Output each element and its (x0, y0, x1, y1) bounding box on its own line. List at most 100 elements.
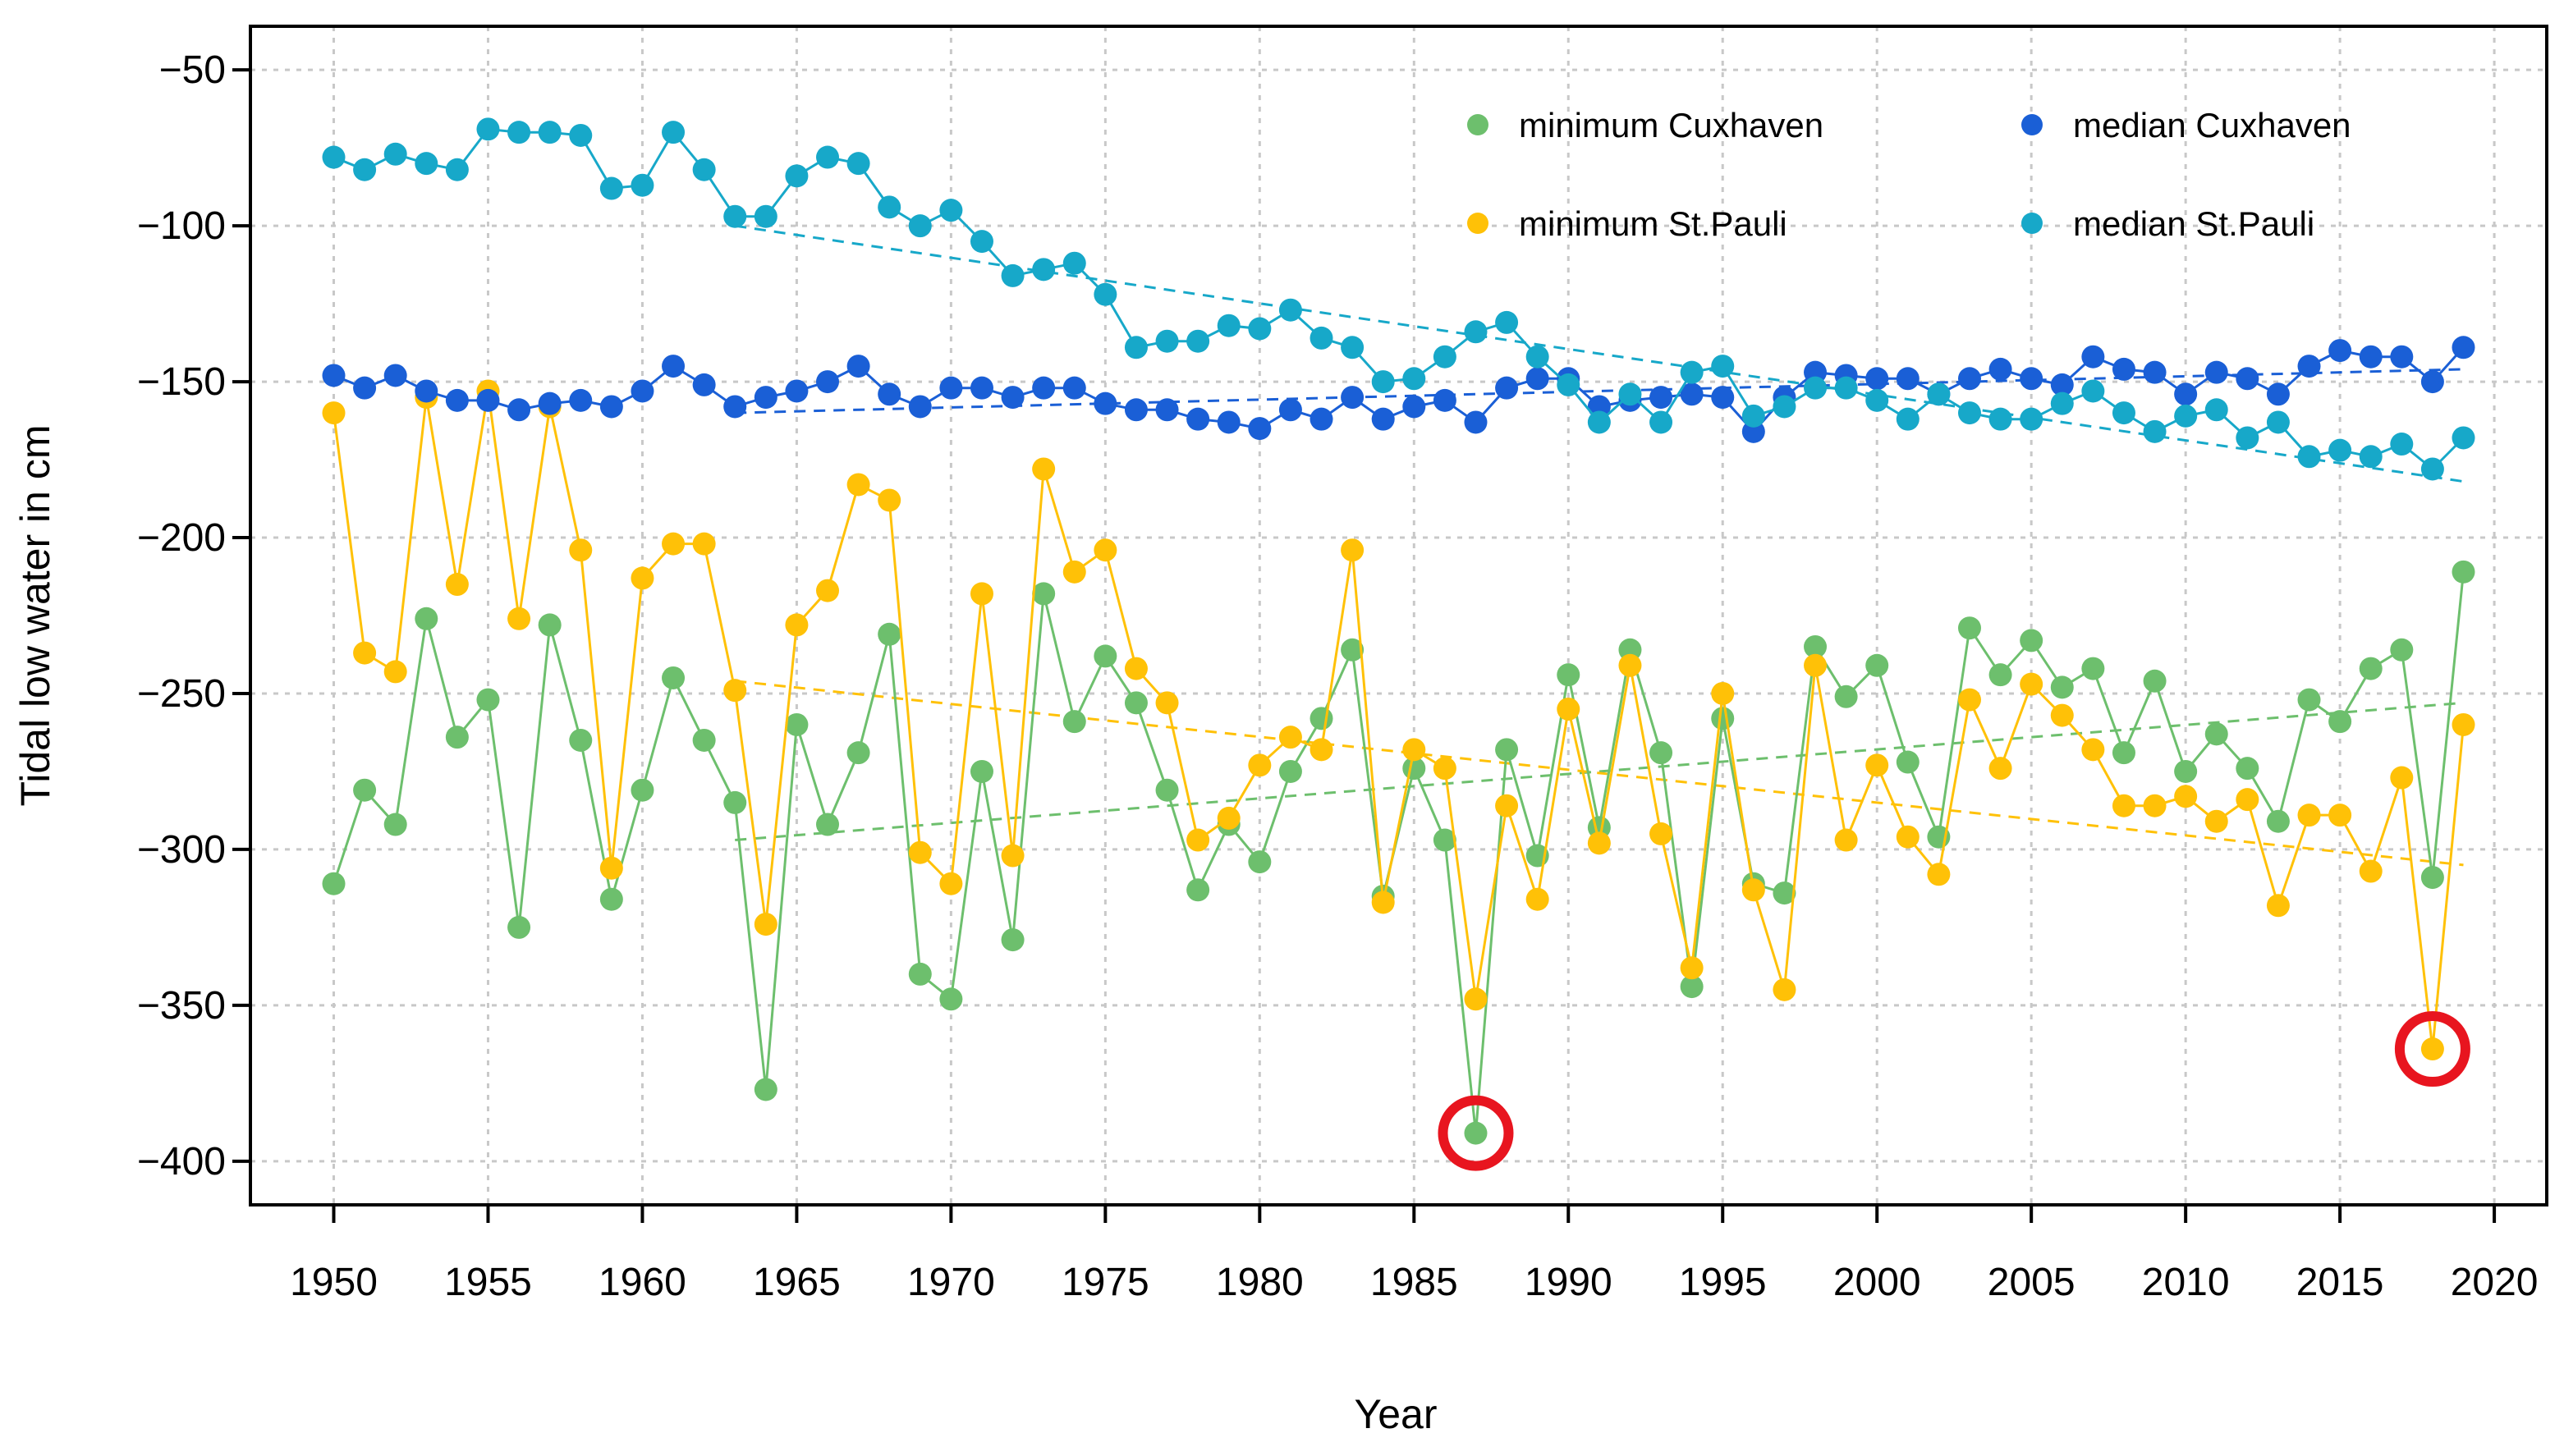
data-point (1062, 376, 1086, 400)
data-point (662, 532, 686, 556)
data-point (1341, 638, 1365, 662)
data-point (1495, 376, 1519, 400)
data-point (846, 355, 870, 378)
data-point (415, 152, 438, 176)
data-point (1248, 850, 1272, 874)
data-point (1001, 928, 1025, 952)
x-tick-label: 1955 (444, 1261, 532, 1304)
data-point (1433, 828, 1456, 852)
data-point (1062, 251, 1086, 275)
data-point (1557, 697, 1580, 721)
data-point (2266, 894, 2290, 918)
data-point (2297, 355, 2321, 378)
data-point (1741, 404, 1765, 428)
data-point (723, 395, 747, 419)
data-point (1124, 336, 1148, 359)
data-point (1804, 376, 1828, 400)
data-point (445, 726, 469, 749)
data-point (353, 158, 377, 181)
data-point (1433, 757, 1456, 781)
data-point (2328, 339, 2352, 363)
data-point (1896, 367, 1920, 391)
data-point (1094, 282, 1117, 306)
trend-line-minimum-st-pauli (735, 680, 2464, 867)
x-tick-label: 1950 (290, 1261, 378, 1304)
x-tick-label: 1980 (1216, 1261, 1304, 1304)
data-point (1032, 457, 1056, 481)
data-point (1032, 582, 1056, 606)
x-tick-label: 2020 (2451, 1261, 2539, 1304)
data-point (631, 173, 654, 197)
data-point (2112, 794, 2135, 817)
data-point (507, 607, 531, 630)
data-point (1062, 560, 1086, 584)
data-point (1371, 407, 1395, 431)
data-point (1124, 398, 1148, 422)
data-point (1741, 878, 1765, 902)
data-point (1525, 887, 1549, 911)
series-line-median-st-pauli (333, 127, 2465, 471)
data-point (1680, 975, 1704, 999)
data-point (1155, 691, 1179, 715)
data-point (1587, 831, 1611, 855)
data-point (2266, 410, 2290, 434)
data-point (2020, 672, 2043, 696)
data-point (1957, 688, 1981, 712)
plot-frame (249, 25, 2548, 1206)
data-point (538, 391, 562, 415)
data-point (2420, 866, 2444, 890)
series-median-cuxhaven (322, 336, 2475, 443)
data-point (1988, 663, 2012, 687)
legend-marker-minimum-cuxhaven (1467, 114, 1488, 135)
x-axis-title: Year (1354, 1391, 1437, 1437)
data-point (2420, 1037, 2444, 1061)
series-line-minimum-cuxhaven (333, 571, 2465, 1133)
data-point (2359, 345, 2383, 369)
y-tick-label: −400 (137, 1140, 226, 1184)
data-point (754, 1078, 777, 1101)
data-point (1649, 822, 1673, 845)
data-point (1464, 987, 1488, 1011)
data-point (1310, 407, 1333, 431)
data-point (816, 579, 840, 602)
data-point (1310, 707, 1333, 730)
data-point (507, 121, 531, 144)
data-point (816, 370, 840, 394)
series-line-median-cuxhaven (333, 346, 2465, 434)
y-tick-label: −350 (137, 984, 226, 1028)
data-point (1711, 386, 1735, 410)
data-point (631, 566, 654, 590)
data-point (2297, 445, 2321, 469)
data-point (569, 728, 593, 752)
data-point (2452, 426, 2475, 450)
data-point (1773, 881, 1796, 905)
data-point (2452, 712, 2475, 736)
data-point (1896, 750, 1920, 774)
x-tick-label: 2005 (1988, 1261, 2076, 1304)
data-point (1433, 345, 1456, 369)
trend-line-median-cuxhaven (735, 368, 2464, 414)
data-point (507, 398, 531, 422)
data-point (785, 712, 809, 736)
data-point (1186, 407, 1210, 431)
data-point (2143, 669, 2167, 693)
legend-label-minimum-st-pauli: minimum St.Pauli (1519, 204, 1787, 243)
data-point (816, 813, 840, 836)
data-point (599, 176, 623, 200)
data-point (878, 195, 901, 219)
data-point (846, 741, 870, 765)
data-point (2050, 675, 2074, 699)
data-point (785, 164, 809, 188)
data-point (2328, 710, 2352, 734)
legend-marker-median-st-pauli (2021, 213, 2043, 234)
data-point (1927, 382, 1951, 406)
x-tick-label: 1985 (1370, 1261, 1458, 1304)
data-point (1217, 806, 1241, 830)
data-point (1155, 398, 1179, 422)
data-point (908, 840, 932, 864)
data-point (2204, 722, 2228, 746)
data-point (2020, 367, 2043, 391)
data-point (908, 214, 932, 238)
y-axis-title: Tidal low water in cm (12, 425, 58, 807)
data-point (507, 915, 531, 939)
